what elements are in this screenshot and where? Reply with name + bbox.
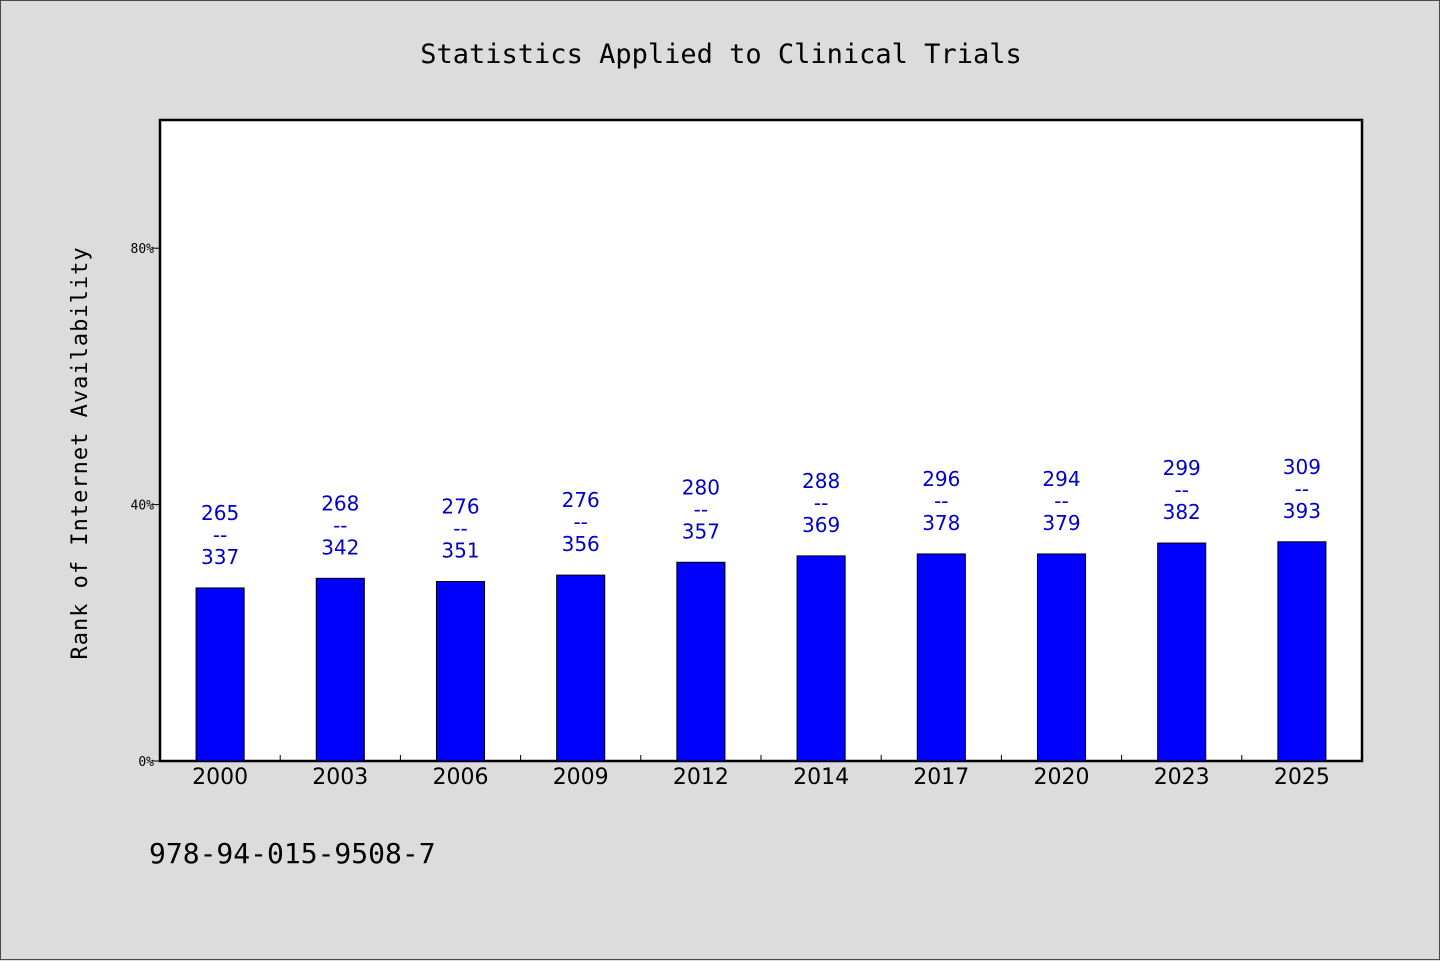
bar-2003 xyxy=(315,577,365,762)
data-label: 265 xyxy=(201,501,239,525)
data-label: -- xyxy=(694,497,708,521)
data-label: 393 xyxy=(1283,499,1321,523)
data-label: 369 xyxy=(802,513,840,537)
x-tick-label: 2000 xyxy=(192,765,248,790)
data-label: 288 xyxy=(802,469,840,493)
bar-2012 xyxy=(676,561,726,762)
data-label: 379 xyxy=(1042,511,1080,535)
data-label: -- xyxy=(573,510,587,534)
x-tick-label: 2006 xyxy=(433,765,489,790)
y-tick-label: 40% xyxy=(131,499,155,514)
data-label: 294 xyxy=(1042,467,1080,491)
bar-2014 xyxy=(796,555,846,762)
x-tick-label: 2012 xyxy=(673,765,729,790)
data-label: -- xyxy=(1054,489,1068,513)
data-label: -- xyxy=(814,491,828,515)
data-label: 268 xyxy=(321,491,359,515)
data-label: -- xyxy=(333,513,347,537)
data-label: 382 xyxy=(1163,500,1201,524)
x-tick-label: 2017 xyxy=(913,765,969,790)
x-tick-label: 2014 xyxy=(793,765,849,790)
data-label: 296 xyxy=(922,467,960,491)
data-label: 356 xyxy=(562,532,600,556)
data-label: 342 xyxy=(321,535,359,559)
x-ticks: 2000 2003 2006 2009 2012 2014 2017 2020 2023 2025 xyxy=(192,755,1330,790)
bars xyxy=(195,541,1327,762)
isbn-text: 978-94-015-9508-7 xyxy=(149,837,436,870)
data-label: -- xyxy=(1174,478,1188,502)
bar-2020 xyxy=(1036,553,1087,762)
x-tick-label: 2003 xyxy=(312,765,368,790)
data-label: 337 xyxy=(201,545,239,569)
data-labels: 265--337268--342276--351276--356280--357… xyxy=(201,455,1321,569)
data-label: -- xyxy=(1295,477,1309,501)
data-label: 378 xyxy=(922,511,960,535)
x-tick-label: 2025 xyxy=(1274,765,1330,790)
y-tick-label: 0% xyxy=(138,755,154,770)
data-label: 309 xyxy=(1283,455,1321,479)
data-label: -- xyxy=(453,517,467,541)
y-ticks: 0% 40% 80% xyxy=(131,242,160,770)
y-axis-label: Rank of Internet Availability xyxy=(68,246,93,659)
x-tick-label: 2020 xyxy=(1034,765,1090,790)
bar-2017 xyxy=(916,553,966,762)
data-label: 276 xyxy=(562,488,600,512)
x-tick-label: 2009 xyxy=(553,765,609,790)
data-label: -- xyxy=(934,489,948,513)
bar-2006 xyxy=(435,581,486,762)
y-tick-label: 80% xyxy=(131,242,155,257)
data-label: -- xyxy=(213,523,227,547)
bar-2023 xyxy=(1157,542,1207,762)
bar-2000 xyxy=(195,587,245,762)
data-label: 351 xyxy=(441,539,479,563)
chart-title: Statistics Applied to Clinical Trials xyxy=(420,39,1021,70)
data-label: 276 xyxy=(441,495,479,519)
bar-2025 xyxy=(1277,541,1327,762)
data-label: 280 xyxy=(682,475,720,499)
data-label: 299 xyxy=(1163,456,1201,480)
data-label: 357 xyxy=(682,519,720,543)
x-tick-label: 2023 xyxy=(1154,765,1210,790)
bar-2009 xyxy=(556,574,606,762)
